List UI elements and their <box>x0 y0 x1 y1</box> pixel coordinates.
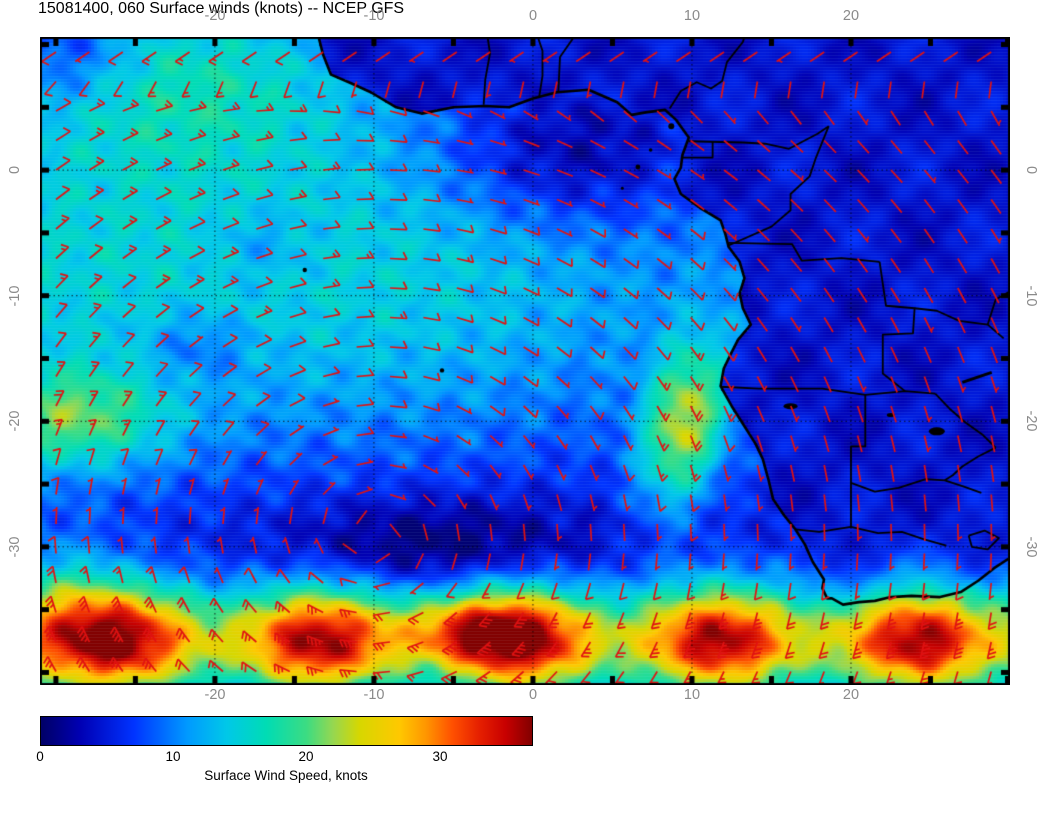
left-axis-tick: 0 <box>7 165 23 175</box>
colorbar-tick: 30 <box>432 749 448 764</box>
top-axis-tick: 20 <box>842 8 860 24</box>
left-axis-tick: -30 <box>7 536 23 558</box>
top-axis-tick: 0 <box>528 8 538 24</box>
colorbar-tick: 10 <box>165 749 181 764</box>
colorbar-label: Surface Wind Speed, knots <box>204 768 368 783</box>
colorbar <box>40 716 533 746</box>
bottom-axis-tick: 10 <box>683 687 701 703</box>
top-axis-tick: 10 <box>683 8 701 24</box>
bottom-axis-tick: -10 <box>363 687 385 703</box>
colorbar-tick: 20 <box>298 749 314 764</box>
top-axis-tick: -10 <box>363 8 385 24</box>
bottom-axis-tick: 20 <box>842 687 860 703</box>
bottom-axis-tick: 0 <box>528 687 538 703</box>
top-axis-tick: -20 <box>204 8 226 24</box>
right-axis-tick: -20 <box>1023 410 1039 432</box>
right-axis-tick: 0 <box>1023 165 1039 175</box>
colorbar-tick: 0 <box>36 749 44 764</box>
left-axis-tick: -10 <box>7 285 23 307</box>
right-axis-tick: -30 <box>1023 536 1039 558</box>
left-axis-tick: -20 <box>7 410 23 432</box>
bottom-axis-tick: -20 <box>204 687 226 703</box>
right-axis-tick: -10 <box>1023 285 1039 307</box>
map-canvas <box>40 37 1010 685</box>
plot-title: 15081400, 060 Surface winds (knots) -- N… <box>38 0 405 17</box>
